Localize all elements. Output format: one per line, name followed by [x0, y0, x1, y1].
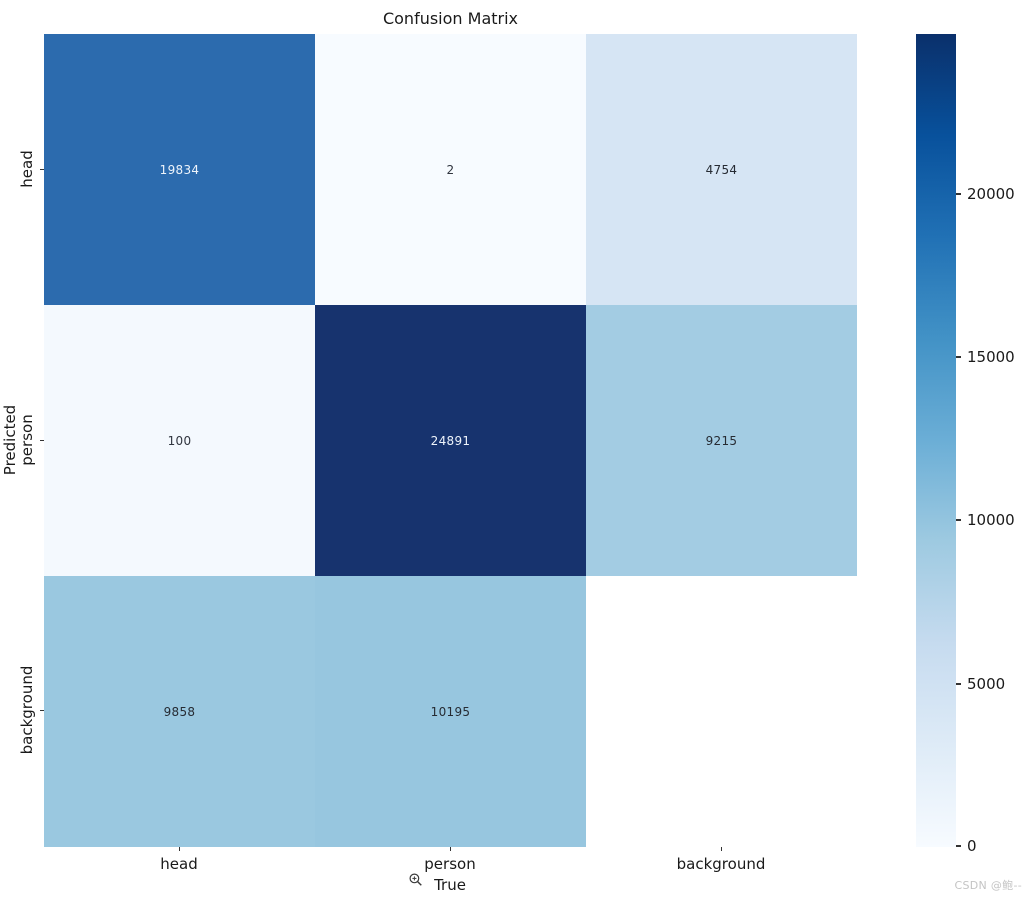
heatmap-cell: 24891: [315, 305, 586, 576]
y-axis-tick: [40, 710, 44, 711]
cell-value: 9215: [705, 433, 738, 448]
x-axis-label: True: [434, 876, 466, 894]
y-axis-tick: [40, 440, 44, 441]
colorbar-tick: [956, 519, 961, 521]
x-axis-tick: [721, 847, 722, 851]
cell-value: 10195: [430, 704, 471, 719]
x-tick-label: person: [424, 855, 476, 873]
heatmap-cell: 2: [315, 34, 586, 305]
heatmap-cell: 19834: [44, 34, 315, 305]
x-axis-tick: [179, 847, 180, 851]
x-axis-tick: [450, 847, 451, 851]
heatmap-cell: 100: [44, 305, 315, 576]
colorbar-tick: [956, 193, 961, 195]
heatmap-cell: [586, 576, 857, 847]
y-tick-label: background: [18, 665, 36, 755]
heatmap-grid: 19834 2 4754 100 24891 9215 9858 10195: [44, 34, 857, 847]
colorbar-tick: [956, 356, 961, 358]
x-tick-label: background: [676, 855, 766, 873]
colorbar-tick: [956, 845, 961, 847]
colorbar-tick-label: 0: [967, 837, 977, 855]
cell-value: 100: [167, 433, 192, 448]
y-axis-label: Predicted: [1, 404, 19, 476]
colorbar: [916, 34, 956, 847]
cell-value: 2: [446, 162, 455, 177]
heatmap-cell: 10195: [315, 576, 586, 847]
y-tick-label: head: [18, 150, 36, 188]
colorbar-tick-label: 15000: [967, 348, 1015, 366]
colorbar-tick-label: 5000: [967, 675, 1006, 693]
x-tick-label: head: [160, 855, 198, 873]
colorbar-tick-label: 20000: [967, 185, 1015, 203]
colorbar-tick-label: 10000: [967, 511, 1015, 529]
cell-value: 19834: [159, 162, 200, 177]
colorbar-tick: [956, 683, 961, 685]
heatmap-cell: 9215: [586, 305, 857, 576]
magnifier-plus-icon: [409, 872, 423, 886]
cell-value: 9858: [163, 704, 196, 719]
cell-value: 24891: [430, 433, 471, 448]
watermark: CSDN @鲍--: [954, 879, 1022, 892]
heatmap-cell: 9858: [44, 576, 315, 847]
y-axis-tick: [40, 169, 44, 170]
cell-value: 4754: [705, 162, 738, 177]
chart-title: Confusion Matrix: [382, 9, 519, 28]
y-tick-label: person: [18, 414, 36, 466]
heatmap-cell: 4754: [586, 34, 857, 305]
